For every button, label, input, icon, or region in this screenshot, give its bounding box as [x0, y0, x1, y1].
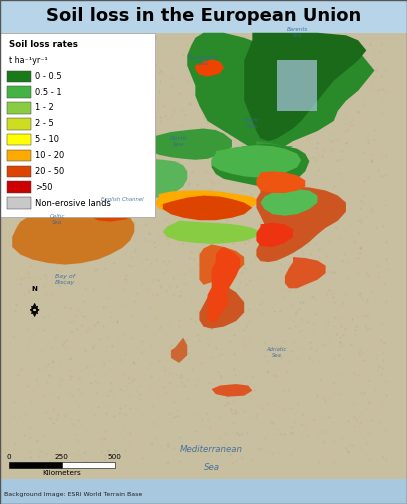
Polygon shape — [73, 73, 114, 115]
Polygon shape — [187, 33, 374, 156]
Bar — [277, 60, 317, 111]
Text: N: N — [32, 286, 37, 292]
Text: 2 - 5: 2 - 5 — [35, 119, 54, 129]
Bar — [7, 118, 31, 130]
Bar — [7, 134, 31, 145]
Text: Kilometers: Kilometers — [42, 470, 81, 476]
Polygon shape — [147, 129, 232, 160]
Text: 0: 0 — [7, 454, 11, 460]
Polygon shape — [69, 110, 114, 140]
Text: Adriatic
Sea: Adriatic Sea — [267, 347, 287, 358]
Polygon shape — [260, 189, 317, 216]
Polygon shape — [53, 103, 73, 122]
Text: Non-erosive lands: Non-erosive lands — [35, 199, 111, 208]
Text: 20 - 50: 20 - 50 — [35, 167, 65, 176]
Text: >50: >50 — [35, 183, 53, 192]
Text: 500: 500 — [108, 454, 122, 460]
Bar — [7, 166, 31, 177]
Polygon shape — [256, 171, 305, 193]
Text: 0 - 0.5: 0 - 0.5 — [35, 72, 62, 81]
Polygon shape — [195, 59, 224, 77]
Polygon shape — [163, 196, 252, 220]
Bar — [7, 198, 31, 209]
Bar — [7, 102, 31, 114]
Text: Mediterranean: Mediterranean — [180, 445, 243, 454]
Text: Bay of
Biscay: Bay of Biscay — [55, 274, 75, 285]
Text: North
Sea: North Sea — [170, 136, 188, 147]
Bar — [62, 462, 115, 468]
Text: 250: 250 — [55, 454, 69, 460]
Text: Soil loss rates: Soil loss rates — [9, 40, 78, 49]
Text: Soil loss in the European Union: Soil loss in the European Union — [46, 7, 361, 25]
Polygon shape — [81, 70, 110, 91]
Polygon shape — [90, 207, 134, 222]
Bar — [7, 71, 31, 82]
Text: Celtic
Sea: Celtic Sea — [49, 214, 65, 225]
Polygon shape — [199, 285, 244, 329]
Bar — [7, 150, 31, 161]
Text: 10 - 20: 10 - 20 — [35, 151, 65, 160]
Text: 1 - 2: 1 - 2 — [35, 103, 54, 112]
Text: 5 - 10: 5 - 10 — [35, 135, 59, 144]
Polygon shape — [171, 338, 187, 363]
Polygon shape — [208, 247, 240, 323]
Text: 0.5 - 1: 0.5 - 1 — [35, 88, 62, 97]
Polygon shape — [244, 33, 366, 141]
Polygon shape — [163, 221, 260, 244]
Polygon shape — [12, 206, 134, 265]
Polygon shape — [256, 223, 293, 247]
Text: Background Image: ESRI World Terrain Base: Background Image: ESRI World Terrain Bas… — [4, 492, 142, 497]
Bar — [0, 0, 407, 33]
Bar — [9, 462, 62, 468]
Text: Sea: Sea — [204, 463, 220, 472]
FancyBboxPatch shape — [0, 33, 155, 217]
Bar — [7, 181, 31, 193]
Polygon shape — [256, 141, 293, 154]
Polygon shape — [212, 144, 309, 186]
Polygon shape — [199, 244, 244, 285]
Polygon shape — [212, 145, 301, 177]
Bar — [7, 86, 31, 98]
Text: Norwegian
Sea: Norwegian Sea — [188, 55, 219, 66]
Text: Barents
Sea: Barents Sea — [287, 27, 308, 38]
Text: t ha⁻¹yr⁻¹: t ha⁻¹yr⁻¹ — [9, 56, 48, 66]
Polygon shape — [212, 384, 252, 397]
Text: English Channel: English Channel — [101, 197, 143, 202]
Text: Baltic
Sea: Baltic Sea — [244, 118, 260, 129]
Polygon shape — [77, 158, 187, 200]
Bar — [0, 33, 407, 479]
Polygon shape — [256, 186, 346, 262]
Polygon shape — [285, 257, 326, 288]
Polygon shape — [155, 191, 260, 214]
